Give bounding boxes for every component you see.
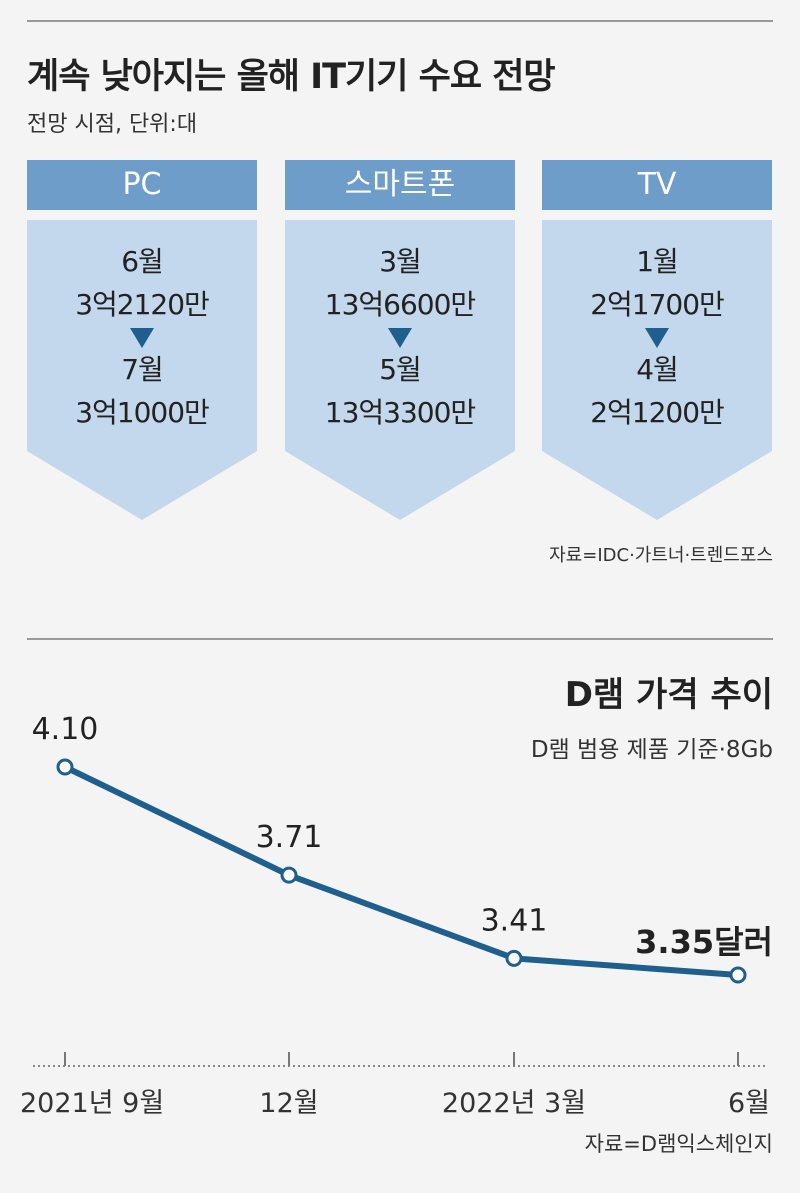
data-point (280, 866, 298, 884)
top-rule (27, 20, 773, 22)
down-arrow-icon (130, 328, 154, 348)
from-value: 2억1700만 (590, 288, 725, 321)
x-tick-label: 6월 (728, 1088, 770, 1119)
from-month: 3월 (379, 245, 422, 278)
data-point (56, 758, 74, 776)
chart-source: 자료=D램익스체인지 (584, 1132, 773, 1156)
data-point (505, 949, 523, 967)
to-value: 3억1000만 (75, 396, 210, 429)
down-arrow-icon (645, 328, 669, 348)
chart-subtitle: D램 범용 제품 기준·8Gb (530, 737, 773, 763)
card-label: PC (27, 160, 257, 210)
to-month: 7월 (121, 353, 164, 386)
x-tick-label: 2022년 3월 (442, 1088, 586, 1119)
data-point (729, 966, 747, 984)
card-label: 스마트폰 (285, 160, 515, 210)
down-arrow-icon (388, 328, 412, 348)
to-value: 13억3300만 (324, 396, 476, 429)
from-month: 1월 (636, 245, 679, 278)
card-body: 1월 2억1700만 4월 2억1200만 (542, 220, 772, 520)
card-pc: PC 6월 3억2120만 7월 3억1000만 (27, 160, 257, 520)
from-value: 13억6600만 (324, 288, 476, 321)
top-source: 자료=IDC·가트너·트렌드포스 (549, 545, 773, 566)
from-value: 3억2120만 (75, 288, 210, 321)
data-label: 3.41 (481, 903, 548, 938)
page-title: 계속 낮아지는 올해 IT기기 수요 전망 (27, 57, 556, 97)
data-label: 3.35달러 (635, 923, 773, 961)
to-month: 4월 (636, 353, 679, 386)
from-month: 6월 (121, 245, 164, 278)
middle-rule (27, 638, 773, 640)
chart-title: D램 가격 추이 (564, 675, 773, 715)
data-label: 3.71 (256, 820, 323, 855)
x-tick-label: 12월 (259, 1088, 318, 1119)
card-tv: TV 1월 2억1700만 4월 2억1200만 (542, 160, 772, 520)
to-value: 2억1200만 (590, 396, 725, 429)
card-body: 3월 13억6600만 5월 13억3300만 (285, 220, 515, 520)
x-tick-label: 2021년 9월 (20, 1088, 164, 1119)
card-smartphone: 스마트폰 3월 13억6600만 5월 13억3300만 (285, 160, 515, 520)
data-label: 4.10 (32, 712, 99, 747)
card-label: TV (542, 160, 772, 210)
to-month: 5월 (379, 353, 422, 386)
card-body: 6월 3억2120만 7월 3억1000만 (27, 220, 257, 520)
series-line (63, 764, 739, 978)
page-subtitle: 전망 시점, 단위:대 (27, 112, 198, 137)
